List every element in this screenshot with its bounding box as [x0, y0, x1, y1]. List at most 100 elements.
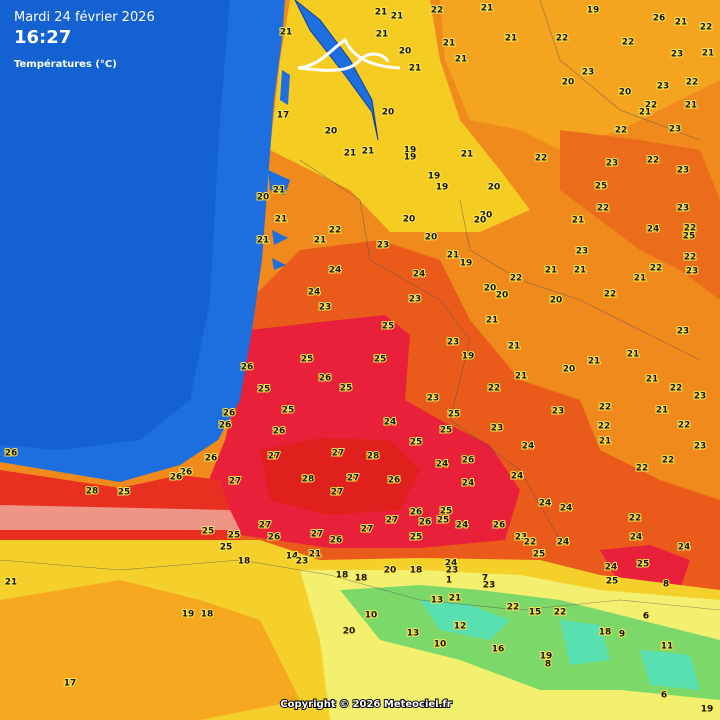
station-temperature: 21 — [675, 18, 688, 28]
station-temperature: 25 — [282, 406, 295, 416]
station-temperature: 25 — [683, 232, 696, 242]
station-temperature: 19 — [436, 183, 449, 193]
station-temperature: 21 — [344, 149, 357, 159]
station-temperature: 26 — [5, 449, 18, 459]
station-temperature: 25 — [258, 385, 271, 395]
station-temperature: 22 — [556, 34, 569, 44]
station-temperature: 21 — [574, 266, 587, 276]
station-temperature: 26 — [170, 473, 183, 483]
station-temperature: 8 — [663, 580, 669, 590]
station-temperature: 25 — [382, 322, 395, 332]
region — [0, 580, 300, 720]
station-temperature: 19 — [540, 652, 553, 662]
station-temperature: 23 — [319, 303, 332, 313]
station-temperature: 20 — [384, 566, 397, 576]
ocean — [0, 0, 230, 450]
station-temperature: 19 — [404, 153, 417, 163]
station-temperature: 27 — [347, 474, 360, 484]
station-temperature: 20 — [562, 78, 575, 88]
station-temperature: 26 — [273, 427, 286, 437]
station-temperature: 20 — [496, 291, 509, 301]
station-temperature: 22 — [700, 23, 713, 33]
station-temperature: 21 — [572, 216, 585, 226]
station-temperature: 27 — [259, 521, 272, 531]
station-temperature: 24 — [630, 533, 643, 543]
station-temperature: 23 — [515, 533, 528, 543]
station-temperature: 21 — [376, 30, 389, 40]
station-temperature: 23 — [657, 82, 670, 92]
station-temperature: 20 — [382, 108, 395, 118]
station-temperature: 26 — [330, 536, 343, 546]
station-temperature: 21 — [449, 594, 462, 604]
station-temperature: 26 — [219, 421, 232, 431]
station-temperature: 21 — [257, 236, 270, 246]
station-temperature: 24 — [522, 442, 535, 452]
station-temperature: 10 — [434, 640, 447, 650]
station-temperature: 23 — [582, 68, 595, 78]
station-temperature: 7 — [482, 574, 488, 584]
copyright: Copyright © 2026 Meteociel.fr — [280, 699, 451, 710]
station-temperature: 27 — [331, 488, 344, 498]
station-temperature: 21 — [646, 375, 659, 385]
station-temperature: 23 — [576, 247, 589, 257]
station-temperature: 22 — [329, 226, 342, 236]
station-temperature: 18 — [410, 566, 423, 576]
station-temperature: 23 — [686, 267, 699, 277]
station-temperature: 21 — [362, 147, 375, 157]
station-temperature: 26 — [653, 14, 666, 24]
borders — [0, 0, 720, 611]
station-temperature: 28 — [367, 452, 380, 462]
station-temperature: 24 — [678, 543, 691, 553]
station-temperature: 28 — [86, 487, 99, 497]
station-temperature: 23 — [296, 557, 309, 567]
station-temperature: 24 — [329, 266, 342, 276]
station-temperature: 20 — [563, 365, 576, 375]
station-temperature: 21 — [634, 274, 647, 284]
station-temperature: 21 — [639, 108, 652, 118]
station-temperature: 23 — [694, 392, 707, 402]
station-temperature: 27 — [229, 477, 242, 487]
station-temperature: 21 — [515, 372, 528, 382]
station-temperature: 24 — [436, 460, 449, 470]
station-temperature: 22 — [645, 101, 658, 111]
station-temperature: 25 — [437, 516, 450, 526]
station-temperature: 21 — [656, 406, 669, 416]
station-temperature: 21 — [461, 150, 474, 160]
station-temperature: 23 — [447, 338, 460, 348]
station-temperature: 21 — [309, 550, 322, 560]
station-temperature: 25 — [448, 410, 461, 420]
station-temperature: 24 — [384, 418, 397, 428]
region — [560, 130, 720, 300]
station-temperature: 24 — [557, 538, 570, 548]
station-temperature: 18 — [336, 571, 349, 581]
station-temperature: 15 — [529, 608, 542, 618]
station-temperature: 20 — [480, 211, 493, 221]
station-temperature: 21 — [627, 350, 640, 360]
station-temperature: 25 — [340, 384, 353, 394]
station-temperature: 20 — [325, 127, 338, 137]
station-temperature: 26 — [205, 454, 218, 464]
lake — [268, 70, 290, 270]
region — [260, 438, 420, 515]
station-temperature: 26 — [419, 518, 432, 528]
station-temperature: 25 — [202, 527, 215, 537]
station-temperature: 25 — [440, 507, 453, 517]
station-temperature: 21 — [273, 186, 286, 196]
station-temperature: 22 — [686, 78, 699, 88]
station-temperature: 22 — [647, 156, 660, 166]
station-temperature: 21 — [443, 39, 456, 49]
station-temperature: 27 — [361, 525, 374, 535]
station-temperature: 20 — [484, 284, 497, 294]
station-temperature: 22 — [597, 204, 610, 214]
time: 16:27 — [14, 27, 71, 48]
station-temperature: 25 — [301, 355, 314, 365]
station-temperature: 24 — [462, 479, 475, 489]
station-temperature: 19 — [701, 705, 714, 715]
station-temperature: 14 — [286, 552, 299, 562]
station-temperature: 26 — [410, 508, 423, 518]
logo — [297, 37, 401, 72]
station-temperature: 25 — [440, 426, 453, 436]
station-temperature: 25 — [228, 531, 241, 541]
